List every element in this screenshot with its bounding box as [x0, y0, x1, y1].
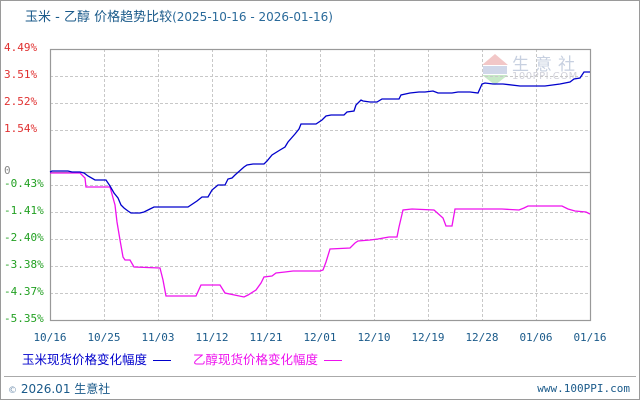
x-tick-label: 12/10 — [357, 331, 391, 344]
x-tick-label: 12/19 — [411, 331, 445, 344]
legend-label-ethanol: 乙醇现货价格变化幅度 — [193, 352, 319, 367]
y-tick-label: 3.51% — [4, 68, 38, 81]
y-tick-label: -2.40% — [4, 231, 44, 244]
legend-swatch-corn — [153, 360, 172, 361]
legend-label-corn: 玉米现货价格变化幅度 — [22, 352, 148, 367]
copyright-text: 2026.01 生意社 — [20, 382, 111, 396]
watermark-en: 100PPI.COM — [512, 71, 578, 82]
x-tick-label: 12/28 — [465, 331, 499, 344]
ppi-logo-icon — [482, 54, 508, 85]
y-tick-label: 1.54% — [4, 122, 38, 135]
y-tick-label: -3.38% — [4, 258, 44, 271]
y-tick-label: -5.35% — [4, 312, 44, 325]
x-tick-label: 01/06 — [519, 331, 553, 344]
copyright: © 2026.01 生意社 — [8, 380, 110, 397]
chart-title-text: 玉米 - 乙醇 价格趋势比较 — [25, 10, 173, 25]
watermark-cn: 生意社 — [512, 55, 581, 75]
copyright-icon: © — [8, 386, 17, 396]
y-tick-label: -4.37% — [4, 285, 44, 298]
chart-title: 玉米 - 乙醇 价格趋势比较(2025-10-16 - 2026-01-16) — [25, 6, 333, 25]
x-tick-label: 11/21 — [249, 331, 283, 344]
legend-swatch-ethanol — [324, 360, 343, 361]
legend-item-corn: 玉米现货价格变化幅度 — [22, 349, 172, 368]
x-tick-label: 01/16 — [573, 331, 607, 344]
legend: 玉米现货价格变化幅度 乙醇现货价格变化幅度 — [22, 349, 360, 368]
x-tick-label: 10/16 — [33, 331, 67, 344]
series-corn-line — [49, 71, 590, 214]
y-tick-label: 0 — [4, 164, 11, 177]
y-tick-label: -1.41% — [4, 204, 44, 217]
y-tick-label: -0.43% — [4, 177, 44, 190]
x-tick-label: 11/03 — [141, 331, 175, 344]
watermark: 生意社 100PPI.COM — [480, 52, 620, 88]
x-tick-label: 11/12 — [195, 331, 229, 344]
y-tick-label: 2.52% — [4, 95, 38, 108]
y-tick-label: 4.49% — [4, 41, 38, 54]
x-tick-label: 12/01 — [303, 331, 337, 344]
site-link[interactable]: www.100PPI.com — [537, 382, 630, 395]
footer-divider — [4, 376, 636, 377]
x-tick-label: 10/25 — [87, 331, 121, 344]
chart-date-range: (2025-10-16 - 2026-01-16) — [172, 10, 333, 24]
plot-border — [49, 48, 592, 322]
legend-item-ethanol: 乙醇现货价格变化幅度 — [193, 349, 343, 368]
series-ethanol-line — [50, 172, 591, 298]
